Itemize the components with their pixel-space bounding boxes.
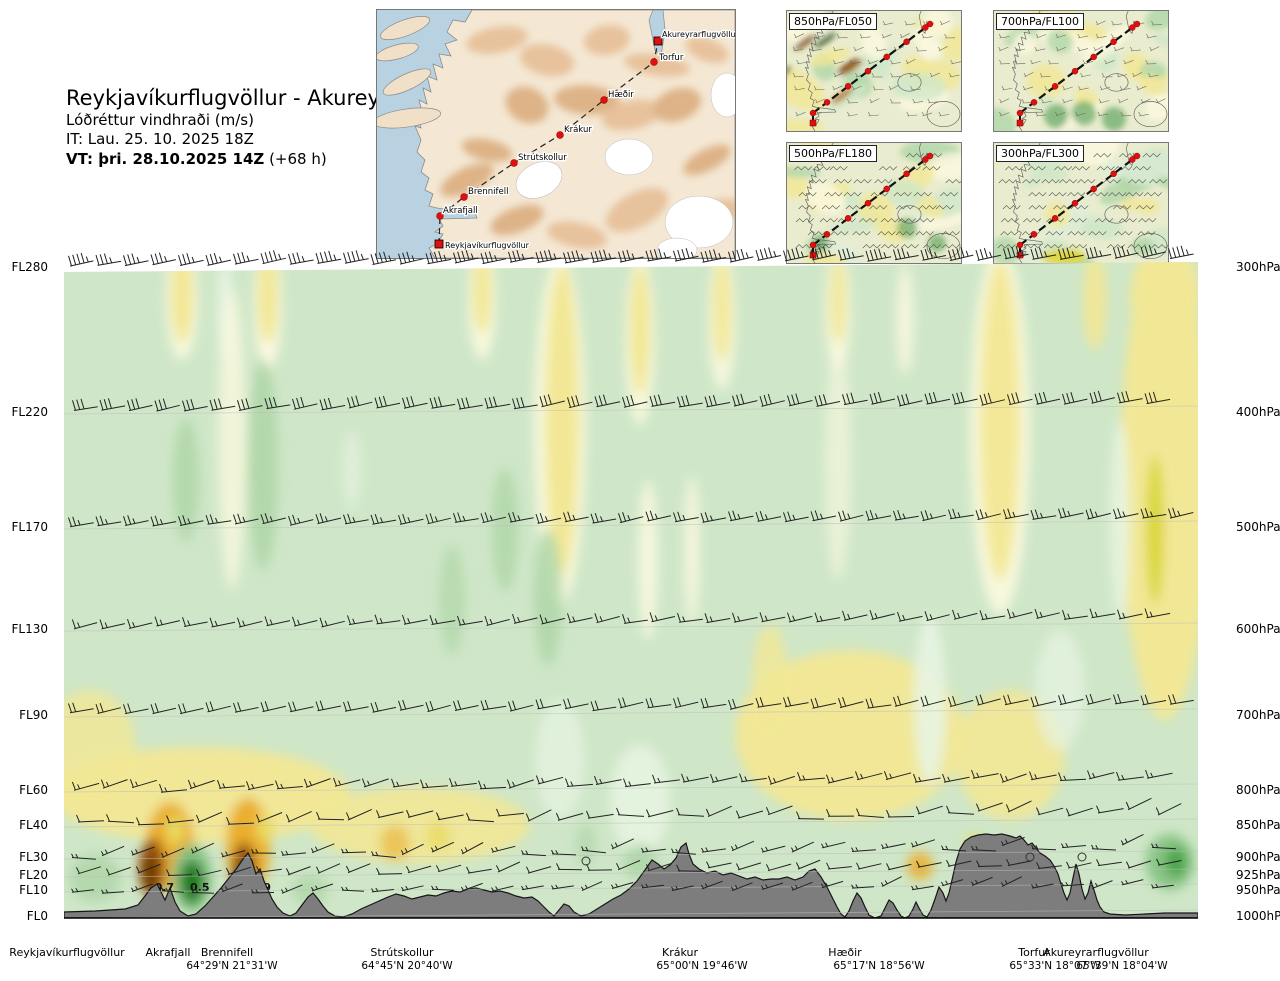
- station-name-label: Brennifell: [200, 946, 254, 959]
- pressure-level-label: 600hPa: [1236, 622, 1280, 636]
- vertical-velocity-field: [64, 262, 1198, 912]
- flight-level-label: FL60: [19, 783, 48, 797]
- pressure-level-label: 1000hPa: [1236, 909, 1280, 923]
- station-coordinates-label: 65°00'N 19°46'W: [656, 960, 748, 972]
- map-waypoint: Hæðir: [600, 89, 636, 104]
- panel-route: [1016, 152, 1141, 259]
- map-waypoint-label: Akrafjall: [443, 206, 478, 216]
- flight-level-label: FL40: [19, 818, 48, 832]
- panel-map-700hpa: [993, 10, 1169, 132]
- flight-level-label: FL0: [26, 909, 48, 923]
- map-waypoint-label: Brennifell: [468, 187, 508, 197]
- station-name-label: Strútskollur: [370, 946, 434, 959]
- map-waypoint-label: Strútskollur: [518, 153, 567, 163]
- pressure-level-label: 850hPa: [1236, 818, 1280, 832]
- panel-label-300hpa: 300hPa/FL300: [996, 145, 1085, 162]
- pressure-level-label: 900hPa: [1236, 850, 1280, 864]
- calm-wind-circle: [1025, 852, 1035, 862]
- terrain-profile: [64, 833, 1198, 918]
- map-waypoint: Reykjavíkurflugvöllur: [434, 239, 531, 251]
- station-name-label: Akureyrarflugvöllur: [1043, 946, 1149, 959]
- route-overview-map: Reykjavíkurflugvöllur Akrafjall Brennifell…: [376, 9, 736, 259]
- pressure-level-label: 500hPa: [1236, 520, 1280, 534]
- panel-label-500hpa: 500hPa/FL180: [789, 145, 878, 162]
- valid-time-bold: VT: þri. 28.10.2025 14Z: [66, 149, 265, 168]
- station-coordinates-label: 64°45'N 20°40'W: [361, 960, 453, 972]
- station-name-label: Akrafjall: [145, 946, 191, 959]
- station-coordinates-label: 64°29'N 21°31'W: [186, 960, 278, 972]
- panel-wind-barbs: [792, 20, 961, 117]
- panel-label-700hpa: 700hPa/FL100: [996, 13, 1085, 30]
- map-waypoint-label: Torfur: [658, 53, 684, 63]
- station-coordinates-label: 65°33'N 18°07'W: [1009, 960, 1101, 972]
- map-waypoint: Akureyrarflugvöllur: [653, 29, 736, 46]
- panel-route: [1016, 20, 1141, 127]
- pressure-level-label: 300hPa: [1236, 260, 1280, 274]
- panel-label-850hpa: 850hPa/FL050: [789, 13, 878, 30]
- map-waypoint: Strútskollur: [510, 152, 569, 167]
- panel-route: [809, 20, 934, 127]
- pressure-level-label: 925hPa: [1236, 868, 1280, 882]
- calm-wind-circle: [581, 856, 591, 866]
- init-time: IT: Lau. 25. 10. 2025 18Z: [66, 130, 254, 149]
- flight-level-label: FL10: [19, 883, 48, 897]
- panel-wind-barbs: [997, 153, 1168, 249]
- panel-coastline: [1011, 11, 1168, 131]
- map-waypoint-label: Hæðir: [608, 90, 634, 100]
- station-coordinates-label: 65°17'N 18°56'W: [833, 960, 925, 972]
- map-waypoint-label: Akureyrarflugvöllur: [662, 30, 736, 39]
- station-name-label: Torfur: [1018, 946, 1050, 959]
- valid-time-offset: (+68 h): [264, 149, 327, 168]
- pressure-level-label: 700hPa: [1236, 708, 1280, 722]
- flight-level-label: FL90: [19, 708, 48, 722]
- flight-level-label: FL280: [11, 260, 49, 274]
- panel-map-500hpa: [786, 142, 962, 264]
- flight-level-label: FL220: [11, 405, 49, 419]
- flight-level-label: FL20: [19, 868, 48, 882]
- map-waypoint: Brennifell: [460, 186, 510, 201]
- panel-coastline: [804, 143, 961, 263]
- station-name-label: Hæðir: [828, 946, 862, 959]
- wind-barbs: [68, 244, 1194, 894]
- pressure-level-label: 800hPa: [1236, 783, 1280, 797]
- station-coordinates-label: 65°39'N 18°04'W: [1076, 960, 1168, 972]
- pressure-level-label: 400hPa: [1236, 405, 1280, 419]
- station-name-label: Reykjavíkurflugvöllur: [9, 946, 125, 959]
- calm-wind-circle: [1077, 852, 1087, 862]
- valid-time: VT: þri. 28.10.2025 14Z (+68 h): [66, 149, 509, 168]
- pressure-level-label: 950hPa: [1236, 883, 1280, 897]
- panel-route: [809, 152, 934, 259]
- map-waypoint: Krákur: [556, 124, 594, 139]
- station-name-label: Krákur: [661, 946, 699, 959]
- flight-level-label: FL170: [11, 520, 49, 534]
- panel-wind-barbs: [998, 20, 1166, 117]
- gridlines: [64, 262, 1198, 918]
- flight-level-label: FL130: [11, 622, 49, 636]
- map-waypoint: Akrafjall: [436, 205, 479, 220]
- flight-level-label: FL30: [19, 850, 48, 864]
- map-waypoint: Torfur: [650, 52, 685, 66]
- map-waypoint-label: Reykjavíkurflugvöllur: [445, 241, 530, 250]
- parameter-label: Lóðréttur vindhraði (m/s): [66, 111, 254, 130]
- map-waypoint-label: Krákur: [564, 125, 592, 135]
